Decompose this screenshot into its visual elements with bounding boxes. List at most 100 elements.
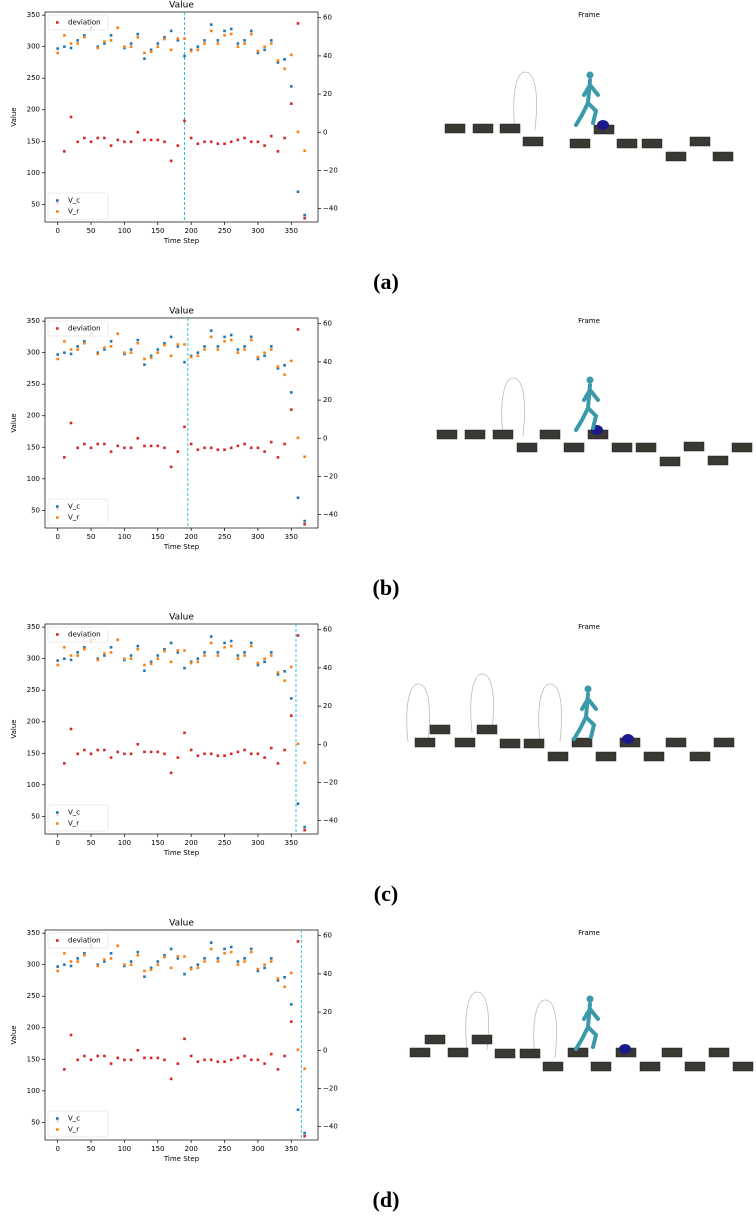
y-tick-label: 300: [27, 349, 40, 357]
point: [249, 1058, 253, 1062]
platform: [409, 1047, 431, 1058]
point: [89, 1058, 93, 1062]
point: [189, 748, 193, 752]
point: [176, 651, 180, 654]
point: [283, 57, 286, 61]
point: [290, 102, 293, 105]
y2-tick-label: 20: [323, 90, 332, 98]
point: [63, 340, 66, 343]
point: [169, 335, 173, 339]
platform: [661, 1047, 683, 1058]
point: [63, 646, 66, 649]
point: [123, 45, 126, 48]
platform: [476, 724, 498, 735]
point: [243, 960, 246, 963]
legend-marker: [56, 327, 59, 330]
point: [203, 960, 206, 963]
point: [129, 654, 133, 657]
platform: [611, 442, 633, 453]
frame-title: Frame: [578, 317, 600, 325]
platform: [641, 138, 663, 149]
point: [149, 1056, 153, 1060]
point: [129, 752, 133, 756]
point: [229, 338, 233, 342]
legend-label: deviation: [68, 19, 101, 27]
y2-tick-label: 20: [323, 1008, 332, 1016]
point: [216, 345, 220, 348]
point: [263, 354, 266, 358]
point: [290, 408, 293, 411]
point: [83, 35, 86, 39]
point: [276, 979, 280, 982]
legend-marker: [56, 505, 59, 508]
point: [169, 641, 173, 645]
point: [149, 48, 153, 52]
point: [256, 140, 260, 144]
point: [149, 968, 153, 972]
legend-marker: [56, 1117, 59, 1120]
x-tick-label: 300: [251, 839, 264, 847]
point: [263, 450, 266, 453]
point: [223, 448, 226, 452]
ghost: [501, 377, 525, 437]
platform: [539, 429, 561, 440]
y-tick-label: 50: [31, 812, 40, 820]
point: [109, 34, 113, 37]
point: [149, 50, 153, 54]
point: [263, 45, 266, 48]
chart-title: Value: [169, 307, 194, 317]
point: [63, 456, 66, 459]
point: [296, 634, 300, 637]
platform: [571, 737, 593, 748]
legend-label: deviation: [68, 325, 101, 333]
point: [169, 966, 173, 970]
point: [69, 964, 73, 968]
x-tick-label: 0: [55, 227, 59, 235]
point: [156, 138, 160, 142]
point: [143, 750, 146, 754]
point: [69, 654, 73, 657]
point: [76, 140, 80, 144]
point: [256, 355, 260, 359]
point: [103, 136, 106, 140]
point: [276, 977, 280, 980]
point: [96, 46, 100, 50]
point: [136, 647, 140, 651]
point: [89, 140, 93, 144]
point: [136, 338, 140, 342]
point: [189, 661, 193, 665]
point: [269, 345, 273, 348]
point: [83, 646, 86, 649]
point: [283, 136, 286, 140]
point: [283, 373, 286, 377]
point: [63, 657, 66, 660]
point: [276, 456, 280, 459]
point: [209, 1058, 213, 1062]
caption: (a): [373, 269, 399, 294]
point: [169, 1077, 173, 1081]
point: [209, 335, 213, 339]
point: [216, 39, 220, 42]
point: [229, 27, 233, 31]
point: [243, 651, 246, 654]
point: [283, 363, 286, 367]
runner: [574, 383, 600, 432]
point: [229, 639, 233, 643]
point: [183, 955, 186, 958]
point: [156, 960, 160, 963]
point: [303, 216, 306, 220]
point: [123, 963, 126, 966]
y-tick-label: 350: [27, 623, 40, 631]
point: [229, 752, 233, 756]
platform: [712, 151, 734, 162]
point: [163, 1058, 166, 1062]
platform: [494, 1048, 516, 1059]
y2-tick-label: 0: [323, 740, 327, 748]
point: [303, 761, 306, 765]
point: [209, 329, 213, 332]
point: [236, 444, 240, 448]
point: [209, 941, 213, 944]
point: [243, 345, 246, 348]
